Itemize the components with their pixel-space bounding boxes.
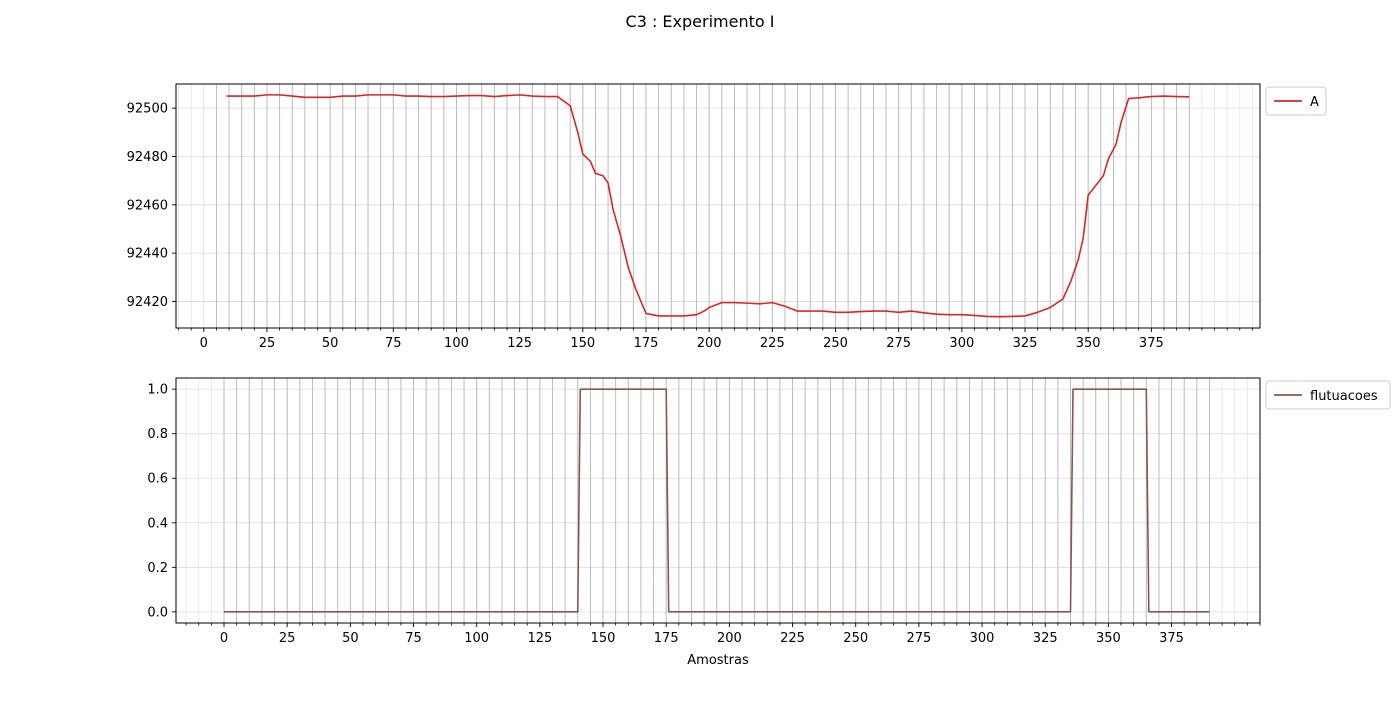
- legend-label: A: [1310, 95, 1319, 110]
- x-tick-label: 50: [322, 336, 339, 351]
- legend: flutuacoes: [1265, 380, 1391, 410]
- x-tick-label: 0: [200, 336, 208, 351]
- x-tick-label: 100: [444, 336, 469, 351]
- x-tick-label: 50: [342, 631, 359, 646]
- series-line-flutuacoes: [224, 388, 1210, 613]
- legend-label: flutuacoes: [1310, 389, 1378, 404]
- series-line-A: [226, 94, 1190, 318]
- y-tick-label: 92440: [127, 247, 168, 262]
- x-tick-label: 175: [634, 336, 659, 351]
- y-tick-label: 0.8: [147, 427, 168, 442]
- y-tick-label: 92480: [127, 150, 168, 165]
- x-tick-label: 175: [654, 631, 679, 646]
- x-tick-label: 200: [697, 336, 722, 351]
- x-tick-label: 200: [717, 631, 742, 646]
- x-tick-label: 325: [1013, 336, 1038, 351]
- x-tick-label: 25: [279, 631, 296, 646]
- chart-panel-2: 0 25 50 75 100 125 150 175 200 225 250 275 300 325 350…: [147, 377, 1391, 668]
- x-tick-label: 125: [527, 631, 552, 646]
- x-tick-label: 150: [570, 336, 595, 351]
- y-tick-label: 0.6: [147, 472, 168, 487]
- chart-panel-1: 0 25 50 75 100 125 150 175 200 225 250 275 300 325 350…: [127, 83, 1327, 351]
- x-tick-label: 325: [1033, 631, 1058, 646]
- x-tick-label: 25: [259, 336, 276, 351]
- x-tick-label: 250: [843, 631, 868, 646]
- x-tick-label: 350: [1076, 336, 1101, 351]
- x-axis-label: Amostras: [687, 653, 749, 668]
- legend: A: [1265, 86, 1327, 116]
- x-tick-label: 150: [591, 631, 616, 646]
- x-tick-label: 275: [906, 631, 931, 646]
- y-tick-label: 0.4: [147, 516, 168, 531]
- x-tick-label: 275: [886, 336, 911, 351]
- x-tick-label: 250: [823, 336, 848, 351]
- y-tick-label: 92500: [127, 102, 168, 117]
- x-tick-label: 125: [507, 336, 532, 351]
- x-tick-label: 300: [970, 631, 995, 646]
- x-tick-label: 225: [780, 631, 805, 646]
- x-tick-label: 75: [385, 336, 402, 351]
- x-tick-label: 0: [220, 631, 228, 646]
- x-tick-label: 300: [949, 336, 974, 351]
- x-tick-label: 225: [760, 336, 785, 351]
- figure-title: C3 : Experimento I: [626, 12, 775, 31]
- x-tick-label: 375: [1159, 631, 1184, 646]
- axes-frame: [175, 377, 1261, 624]
- x-tick-label: 350: [1096, 631, 1121, 646]
- legend-box: [1265, 380, 1391, 410]
- x-tick-label: 75: [405, 631, 422, 646]
- axes-frame: [175, 83, 1261, 329]
- x-tick-label: 375: [1139, 336, 1164, 351]
- plot-area: [176, 84, 1260, 328]
- y-tick-label: 1.0: [147, 383, 168, 398]
- y-tick-label: 92460: [127, 198, 168, 213]
- y-tick-label: 0.2: [147, 561, 168, 576]
- x-tick-label: 100: [464, 631, 489, 646]
- y-tick-label: 0.0: [147, 605, 168, 620]
- plot-area: [176, 378, 1260, 623]
- y-tick-label: 92420: [127, 295, 168, 310]
